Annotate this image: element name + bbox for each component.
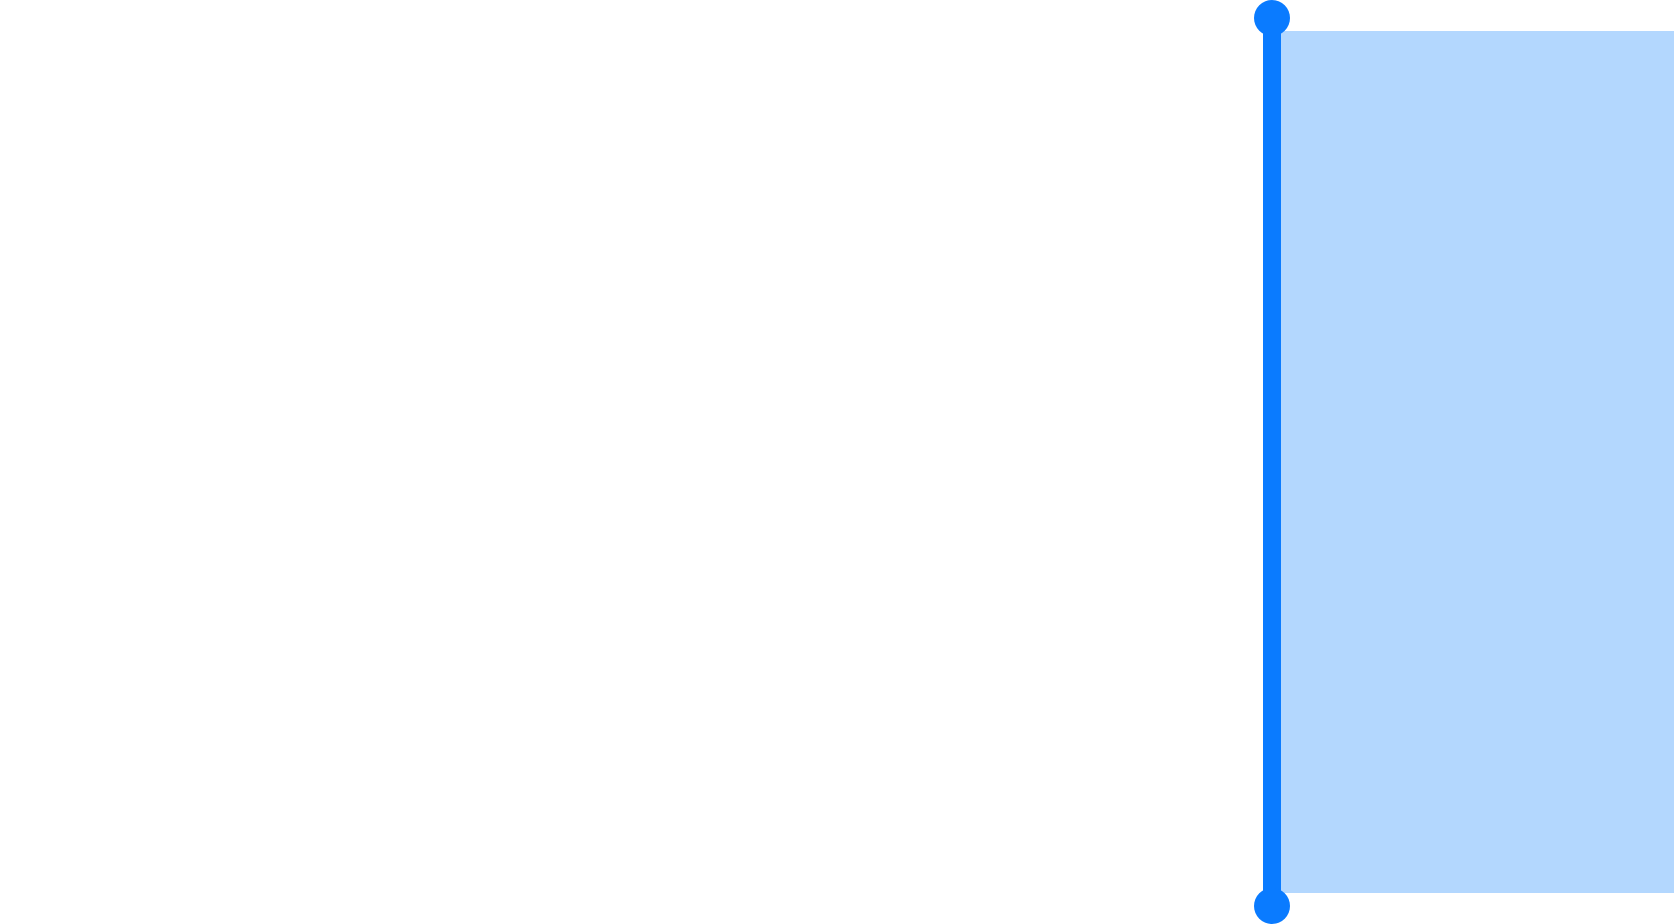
- bottom-selection-handle[interactable]: [1254, 888, 1290, 924]
- top-selection-handle[interactable]: [1254, 0, 1290, 36]
- selection-highlight: [1271, 31, 1674, 893]
- selection-edge-bar[interactable]: [1263, 18, 1281, 906]
